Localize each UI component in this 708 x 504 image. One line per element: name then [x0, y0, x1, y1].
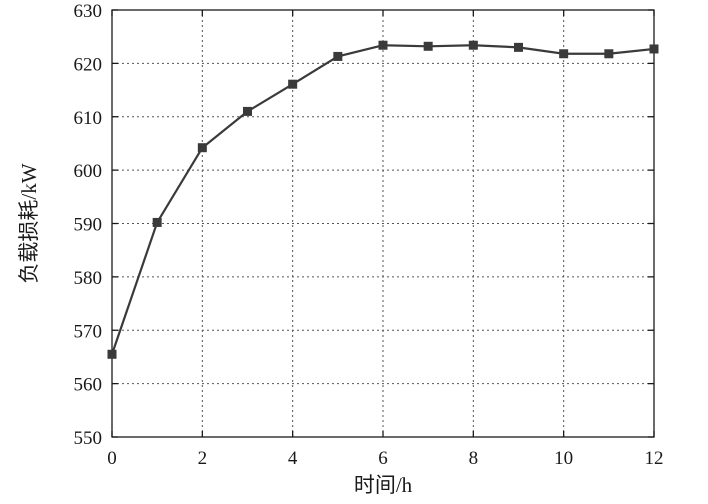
data-point: [514, 42, 523, 52]
series: [107, 40, 659, 359]
x-tick-label: 10: [554, 448, 573, 469]
x-axis-label: 时间/h: [354, 473, 413, 497]
y-tick-label: 620: [74, 54, 103, 75]
data-point: [649, 44, 659, 54]
x-tick-label: 2: [198, 448, 208, 469]
y-tick-label: 560: [74, 375, 103, 396]
data-point: [107, 349, 117, 359]
data-point: [333, 51, 343, 61]
data-point: [243, 106, 252, 116]
x-tick-label: 0: [107, 448, 117, 469]
y-tick-label: 630: [74, 1, 103, 22]
x-tick-label: 12: [645, 448, 664, 469]
x-tick-label: 8: [469, 448, 479, 469]
data-point: [559, 49, 569, 59]
x-tick-label: 4: [288, 448, 298, 469]
y-tick-label: 600: [74, 161, 103, 182]
y-tick-label: 610: [74, 108, 103, 129]
data-point: [288, 79, 298, 89]
y-tick-label: 550: [74, 428, 103, 449]
data-point: [378, 40, 388, 50]
x-tick-label: 6: [378, 448, 388, 469]
grid: [112, 10, 654, 437]
data-point: [197, 143, 207, 153]
data-point: [423, 41, 433, 51]
y-axis-label: 负载损耗/kW: [17, 163, 41, 283]
y-tick-label: 590: [74, 215, 103, 236]
y-tick-label: 570: [74, 321, 103, 342]
x-tick-labels: 0 2 4 6 8 10 12: [107, 448, 663, 469]
data-point: [468, 40, 478, 50]
axis-ticks: [111, 9, 655, 438]
data-point: [152, 217, 162, 227]
y-tick-label: 580: [74, 268, 103, 289]
y-tick-labels: 550 560 570 580 590 600 610 620 630: [74, 1, 103, 449]
data-point: [604, 49, 614, 59]
